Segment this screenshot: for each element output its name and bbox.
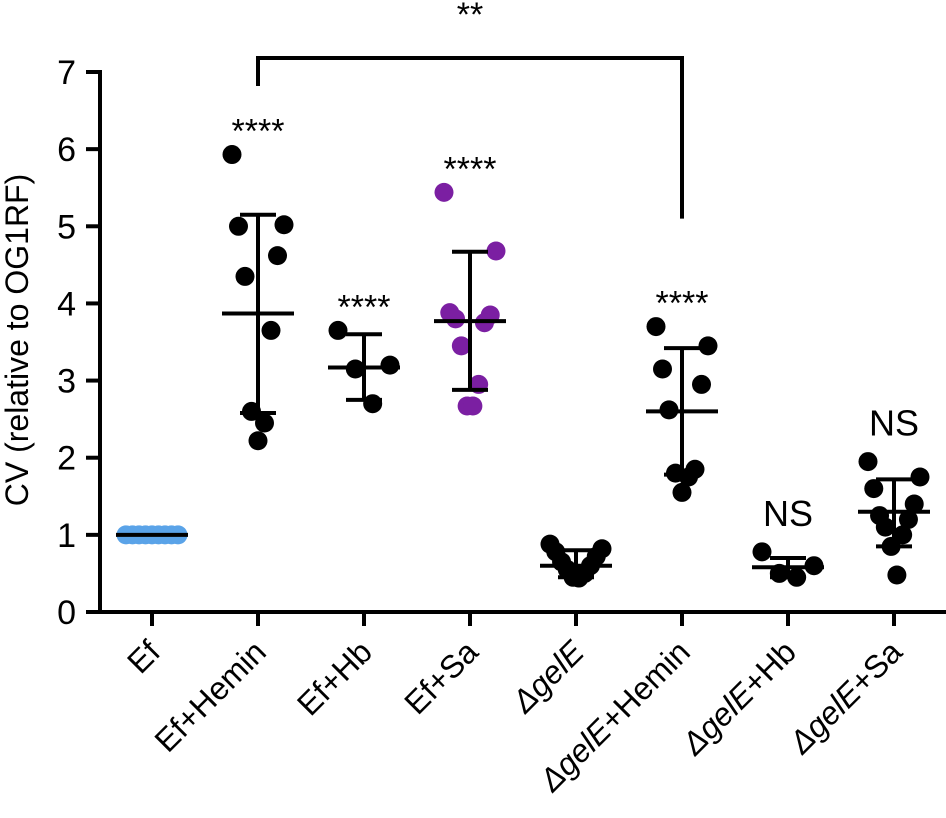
data-point xyxy=(463,396,483,416)
x-tick-label-suffix: +Hemin xyxy=(593,633,697,737)
data-point xyxy=(672,482,692,502)
x-tick-label-italic: ΔgelE xyxy=(504,633,591,720)
group-6: NS xyxy=(752,493,824,587)
x-tick-label: Ef+Hb xyxy=(290,633,379,722)
data-point xyxy=(446,309,466,329)
data-point xyxy=(692,374,711,394)
group-5: **** xyxy=(646,285,718,502)
significance-label: **** xyxy=(444,150,497,188)
x-tick-label-suffix: Ef+Hemin xyxy=(148,633,273,758)
x-tick-label: ΔgelE+Hb xyxy=(674,633,803,762)
x-tick-label-suffix: Ef+Hb xyxy=(290,633,379,722)
y-tick-label: 5 xyxy=(57,208,76,246)
data-point xyxy=(904,494,924,514)
data-point xyxy=(229,216,248,236)
x-tick-label: ΔgelE+Sa xyxy=(781,633,909,761)
data-point xyxy=(893,525,913,545)
y-tick-label: 2 xyxy=(57,440,76,478)
x-tick-label: Ef xyxy=(120,633,167,680)
group-1: **** xyxy=(222,113,294,451)
data-point xyxy=(235,266,255,286)
y-tick-label: 3 xyxy=(57,363,76,401)
group-4 xyxy=(540,534,612,588)
data-point xyxy=(255,413,274,433)
data-point xyxy=(910,467,930,487)
data-point xyxy=(887,565,907,585)
data-point xyxy=(875,517,895,537)
y-tick-label: 1 xyxy=(57,517,76,555)
significance-label: **** xyxy=(656,285,709,323)
data-point xyxy=(898,509,918,529)
group-7: NS xyxy=(858,403,930,585)
y-tick-label: 7 xyxy=(57,54,76,92)
data-point xyxy=(248,431,268,451)
data-point xyxy=(380,355,400,375)
x-tick-label: ΔgelE xyxy=(504,633,591,720)
group-3: **** xyxy=(434,150,506,416)
comparison-bracket xyxy=(256,56,684,219)
data-point xyxy=(486,241,506,261)
data-point xyxy=(268,246,287,266)
data-point xyxy=(653,359,672,379)
x-tick-label-suffix: Ef xyxy=(120,633,167,680)
significance-label: NS xyxy=(763,493,813,534)
data-point xyxy=(864,479,884,499)
data-point xyxy=(752,542,772,562)
data-point xyxy=(261,320,281,340)
data-point xyxy=(328,320,348,340)
data-point xyxy=(434,182,454,202)
data-point xyxy=(646,317,666,337)
group-0 xyxy=(116,525,188,545)
significance-label: **** xyxy=(338,288,391,326)
y-axis-title: CV (relative to OG1RF) xyxy=(0,174,35,507)
comparison-label: ** xyxy=(457,0,483,34)
x-tick-label: Ef+Hemin xyxy=(148,633,273,758)
y-axis: 0 1 2 3 4 5 6 7 xyxy=(57,54,102,632)
y-tick-label: 6 xyxy=(57,131,76,169)
data-point xyxy=(363,394,383,414)
significance-label: NS xyxy=(869,403,919,444)
significance-label: **** xyxy=(232,113,285,151)
x-tick-label-suffix: Ef+Sa xyxy=(397,633,485,721)
data-point xyxy=(222,145,242,165)
y-tick-label: 0 xyxy=(57,594,76,632)
data-groups: **** **** **** **** NS NS xyxy=(116,113,930,588)
data-point xyxy=(698,336,718,356)
annotations: ** xyxy=(256,0,684,219)
data-point xyxy=(451,336,471,356)
y-tick-label: 4 xyxy=(57,285,76,323)
group-2: **** xyxy=(328,288,400,414)
data-point xyxy=(858,452,878,472)
data-point xyxy=(274,215,294,235)
x-tick-label: Ef+Sa xyxy=(397,633,485,721)
